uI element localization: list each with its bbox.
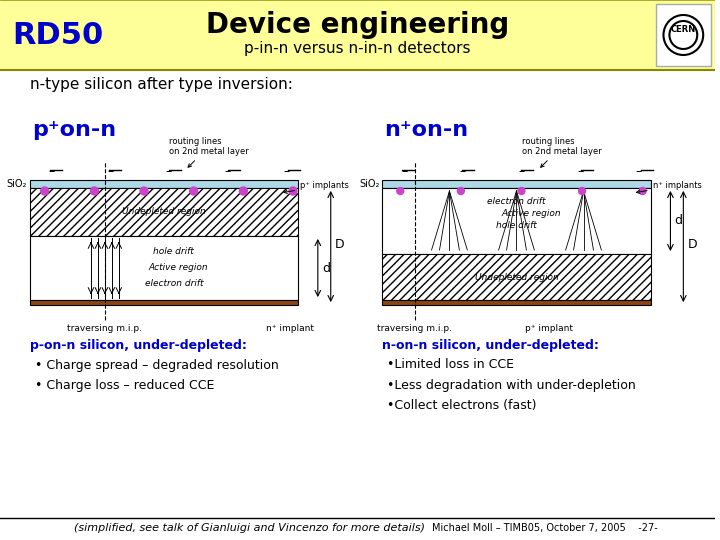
Circle shape bbox=[397, 187, 404, 194]
Bar bbox=[382, 254, 651, 300]
Text: –: – bbox=[283, 165, 289, 178]
Text: –: – bbox=[166, 165, 172, 178]
Text: (simplified, see talk of Gianluigi and Vincenzo for more details): (simplified, see talk of Gianluigi and V… bbox=[74, 523, 426, 533]
Bar bbox=[30, 236, 298, 300]
Bar bbox=[30, 188, 298, 236]
Text: traversing m.i.p.: traversing m.i.p. bbox=[68, 324, 143, 333]
Circle shape bbox=[579, 187, 585, 194]
Circle shape bbox=[140, 187, 148, 195]
Text: n-on-n silicon, under-depleted:: n-on-n silicon, under-depleted: bbox=[382, 339, 599, 352]
Text: d: d bbox=[322, 261, 330, 274]
Text: n⁺ implant: n⁺ implant bbox=[266, 324, 314, 333]
Text: D: D bbox=[335, 238, 344, 251]
Circle shape bbox=[457, 187, 464, 194]
Text: •Collect electrons (fast): •Collect electrons (fast) bbox=[387, 399, 537, 411]
Text: Device engineering: Device engineering bbox=[206, 11, 509, 39]
Text: –: – bbox=[225, 165, 230, 178]
Text: hole drift: hole drift bbox=[496, 221, 537, 231]
Text: • Charge spread – degraded resolution: • Charge spread – degraded resolution bbox=[35, 359, 279, 372]
Text: –: – bbox=[459, 165, 466, 178]
Text: d: d bbox=[675, 214, 683, 227]
Text: p-on-n silicon, under-depleted:: p-on-n silicon, under-depleted: bbox=[30, 339, 247, 352]
Text: –: – bbox=[107, 165, 113, 178]
Text: p⁺on-n: p⁺on-n bbox=[32, 120, 116, 140]
Text: p-in-n versus n-in-n detectors: p-in-n versus n-in-n detectors bbox=[244, 42, 471, 57]
Bar bbox=[30, 180, 298, 188]
Text: RD50: RD50 bbox=[12, 21, 103, 50]
Bar bbox=[30, 300, 298, 305]
Text: –: – bbox=[401, 165, 408, 178]
Text: • Charge loss – reduced CCE: • Charge loss – reduced CCE bbox=[35, 379, 214, 392]
Text: p⁺ implants: p⁺ implants bbox=[284, 181, 348, 193]
Text: electron drift: electron drift bbox=[487, 197, 546, 206]
Text: –: – bbox=[518, 165, 525, 178]
Circle shape bbox=[189, 187, 198, 195]
Circle shape bbox=[239, 187, 247, 195]
Text: electron drift: electron drift bbox=[145, 280, 203, 288]
Text: routing lines
on 2nd metal layer: routing lines on 2nd metal layer bbox=[169, 137, 249, 167]
Text: SiO₂: SiO₂ bbox=[359, 179, 379, 189]
Text: Undepleted region: Undepleted region bbox=[474, 273, 558, 281]
Text: SiO₂: SiO₂ bbox=[6, 179, 27, 189]
Text: hole drift: hole drift bbox=[153, 247, 194, 256]
Circle shape bbox=[639, 187, 646, 194]
Bar bbox=[655, 4, 711, 66]
Text: n-type silicon after type inversion:: n-type silicon after type inversion: bbox=[30, 78, 292, 92]
Text: Michael Moll – TIMB05, October 7, 2005    -27-: Michael Moll – TIMB05, October 7, 2005 -… bbox=[432, 523, 658, 533]
Circle shape bbox=[518, 187, 525, 194]
Bar bbox=[382, 300, 651, 305]
Text: •Less degradation with under-depletion: •Less degradation with under-depletion bbox=[387, 379, 636, 392]
Text: D: D bbox=[688, 238, 697, 251]
Text: Active region: Active region bbox=[502, 208, 561, 218]
Text: routing lines
on 2nd metal layer: routing lines on 2nd metal layer bbox=[522, 137, 602, 167]
Text: –: – bbox=[48, 165, 55, 178]
Circle shape bbox=[41, 187, 49, 195]
Text: –: – bbox=[636, 165, 642, 178]
Text: p⁺ implant: p⁺ implant bbox=[525, 324, 572, 333]
Text: –: – bbox=[577, 165, 583, 178]
Text: Undepleted region: Undepleted region bbox=[122, 207, 206, 217]
Text: n⁺ implants: n⁺ implants bbox=[636, 181, 701, 193]
Circle shape bbox=[91, 187, 99, 195]
Text: CERN: CERN bbox=[671, 25, 696, 35]
Text: •Limited loss in CCE: •Limited loss in CCE bbox=[387, 359, 514, 372]
Circle shape bbox=[289, 187, 297, 195]
Bar bbox=[0, 0, 715, 70]
Bar bbox=[382, 188, 651, 254]
Text: Active region: Active region bbox=[149, 264, 209, 273]
Text: traversing m.i.p.: traversing m.i.p. bbox=[377, 324, 452, 333]
Bar bbox=[382, 180, 651, 188]
Text: n⁺on-n: n⁺on-n bbox=[384, 120, 469, 140]
